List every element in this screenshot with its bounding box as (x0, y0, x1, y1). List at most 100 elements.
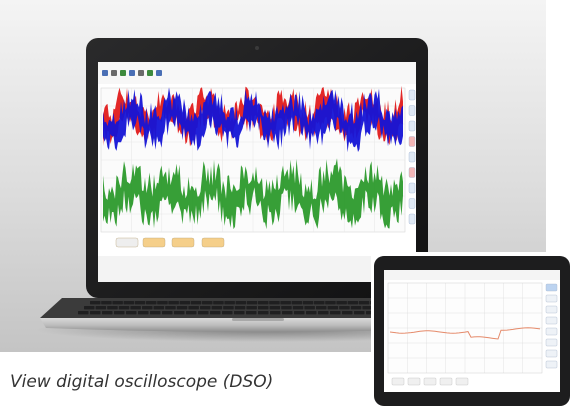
side-button (408, 167, 416, 178)
keyboard-key (118, 306, 130, 310)
laptop-bottom-controls (115, 237, 225, 248)
caption: View digital oscilloscope (DSO) (10, 372, 274, 392)
keyboard-key (138, 311, 149, 315)
keyboard-key (235, 301, 247, 305)
keyboard-key (304, 306, 315, 310)
keyboard-key (258, 306, 269, 310)
side-button (408, 198, 416, 209)
tablet-toolbar (384, 270, 560, 280)
keyboard-key (318, 311, 329, 315)
keyboard-key (291, 301, 303, 305)
tablet-plot-grid (388, 283, 542, 373)
tablet-bottom-button (439, 377, 453, 386)
side-button (408, 182, 416, 194)
keyboard-key (162, 311, 173, 315)
laptop-waveforms (103, 85, 403, 230)
keyboard-key (126, 311, 137, 315)
green-waveform (103, 158, 403, 230)
side-button (408, 120, 416, 132)
keyboard-key (269, 301, 280, 305)
keyboard-key (294, 311, 305, 315)
settings-icon (156, 70, 162, 76)
keyboard-key (350, 306, 362, 310)
laptop-status-strip (98, 256, 416, 282)
keyboard-key (210, 311, 221, 315)
keyboard-key (107, 306, 118, 310)
laptop-base-edge (40, 318, 476, 332)
keyboard-key (102, 311, 113, 315)
side-button (408, 151, 416, 163)
tablet-side-button (545, 294, 558, 303)
tablet-side-button (545, 316, 558, 325)
tablet-side-button (545, 305, 558, 314)
keyboard-key (202, 301, 213, 305)
tablet-side-button (545, 338, 558, 347)
pan-icon (138, 70, 144, 76)
side-button (408, 89, 416, 101)
keyboard-key (234, 311, 245, 315)
tablet-side-button (545, 349, 558, 358)
tablet-bottom-button (391, 377, 405, 386)
keyboard-key (134, 301, 146, 305)
keyboard-key (211, 306, 223, 310)
keyboard-key (90, 301, 101, 305)
keyboard-key (186, 311, 197, 315)
keyboard-key (146, 301, 157, 305)
open-icon (102, 70, 108, 76)
keyboard-key (270, 311, 281, 315)
keyboard-key (123, 301, 135, 305)
keyboard-key (314, 301, 325, 305)
keyboard-key (168, 301, 179, 305)
tablet-waveform (389, 327, 541, 340)
save-icon (111, 70, 117, 76)
bottom-button (171, 237, 195, 248)
keyboard-key (246, 306, 257, 310)
tablet-trace-line (389, 327, 541, 340)
side-button (408, 213, 416, 225)
keyboard-key (176, 306, 188, 310)
keyboard-key (281, 306, 292, 310)
laptop-toolbar (98, 62, 416, 84)
keyboard-key (157, 301, 168, 305)
keyboard-key (280, 301, 291, 305)
keyboard-key (316, 306, 327, 310)
webcam-icon (255, 46, 259, 50)
keyboard-key (246, 301, 258, 305)
tablet-side-button (545, 283, 558, 292)
keyboard-key (198, 311, 209, 315)
keyboard-key (292, 306, 304, 310)
keyboard-key (224, 301, 235, 305)
bottom-button (142, 237, 166, 248)
grid-icon (147, 70, 153, 76)
keyboard-key (325, 301, 336, 305)
keyboard-key (336, 301, 347, 305)
keyboard-key (188, 306, 199, 310)
tablet-bottom-button (407, 377, 421, 386)
keyboard-key (165, 306, 176, 310)
side-button (408, 105, 416, 116)
keyboard-key (174, 311, 185, 315)
toolbar-icons (102, 70, 162, 76)
keyboard-key (130, 306, 141, 310)
keyboard-key (302, 301, 314, 305)
keyboard-key (190, 301, 202, 305)
blue-waveform (103, 87, 403, 153)
side-button (408, 136, 416, 147)
keyboard-key (358, 301, 370, 305)
keyboard-key (213, 301, 224, 305)
laptop-side-panel (408, 89, 416, 225)
keyboard-key (258, 311, 269, 315)
keyboard-key (339, 306, 350, 310)
keyboard-key (150, 311, 161, 315)
keyboard-key (342, 311, 353, 315)
keyboard-key (200, 306, 211, 310)
keyboard-key (354, 311, 365, 315)
tablet-side-panel (545, 283, 558, 369)
tablet-side-button (545, 360, 558, 369)
keyboard-key (101, 301, 112, 305)
tablet-bottom-button (455, 377, 469, 386)
keyboard-key (246, 311, 257, 315)
cursor-icon (129, 70, 135, 76)
keyboard-key (223, 306, 234, 310)
